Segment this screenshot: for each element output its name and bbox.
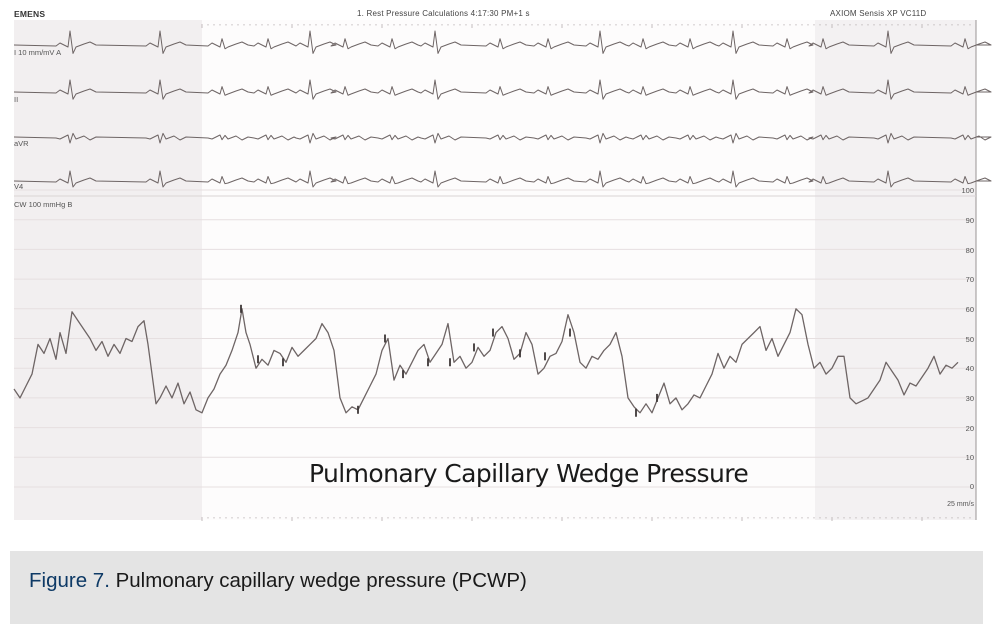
y-tick-50: 50	[965, 335, 974, 344]
ecg-trace-2	[13, 79, 992, 100]
paper-speed-label: 25 mm/s	[947, 501, 974, 508]
ecg-trace-4	[13, 170, 992, 188]
lead-label-ii: II	[14, 95, 19, 104]
figure-caption: Figure 7. Pulmonary capillary wedge pres…	[10, 551, 983, 624]
header-center: 1. Rest Pressure Calculations 4:17:30 PM…	[357, 9, 530, 18]
ecg-trace-1	[13, 30, 992, 54]
y-tick-90: 90	[965, 216, 974, 225]
lead-label-i: I 10 mm/mV A	[14, 48, 62, 57]
pcwp-trace	[13, 308, 959, 414]
shaded-region-left	[14, 20, 202, 520]
header-right: AXIOM Sensis XP VC11D	[830, 9, 927, 18]
y-tick-20: 20	[965, 424, 974, 433]
caption-figure-label: Figure 7.	[29, 569, 110, 592]
lead-label-avr: aVR	[14, 139, 29, 148]
y-tick-100: 100	[961, 186, 974, 195]
caption-description: Pulmonary capillary wedge pressure (PCWP…	[109, 569, 527, 592]
y-tick-40: 40	[965, 364, 974, 373]
waveform-plot	[13, 20, 992, 521]
header-left: EMENS	[14, 9, 46, 19]
pressure-tracing-figure: EMENS 1. Rest Pressure Calculations 4:17…	[13, 9, 992, 521]
y-tick-10: 10	[965, 453, 974, 462]
lead-label-v4: V4	[14, 182, 24, 191]
shaded-region-right	[815, 20, 976, 520]
timing-ticks-top	[201, 24, 971, 28]
pressure-channel-label: CW 100 mmHg B	[14, 200, 73, 209]
y-tick-0: 0	[969, 482, 974, 491]
ecg-trace-3	[13, 132, 992, 144]
y-tick-60: 60	[965, 305, 974, 314]
y-tick-80: 80	[965, 246, 974, 255]
timing-ticks-bottom	[201, 517, 971, 521]
caption-text: Figure 7. Pulmonary capillary wedge pres…	[29, 569, 527, 593]
y-tick-30: 30	[965, 394, 974, 403]
chart-title: Pulmonary Capillary Wedge Pressure	[309, 459, 749, 488]
y-tick-70: 70	[965, 275, 974, 284]
